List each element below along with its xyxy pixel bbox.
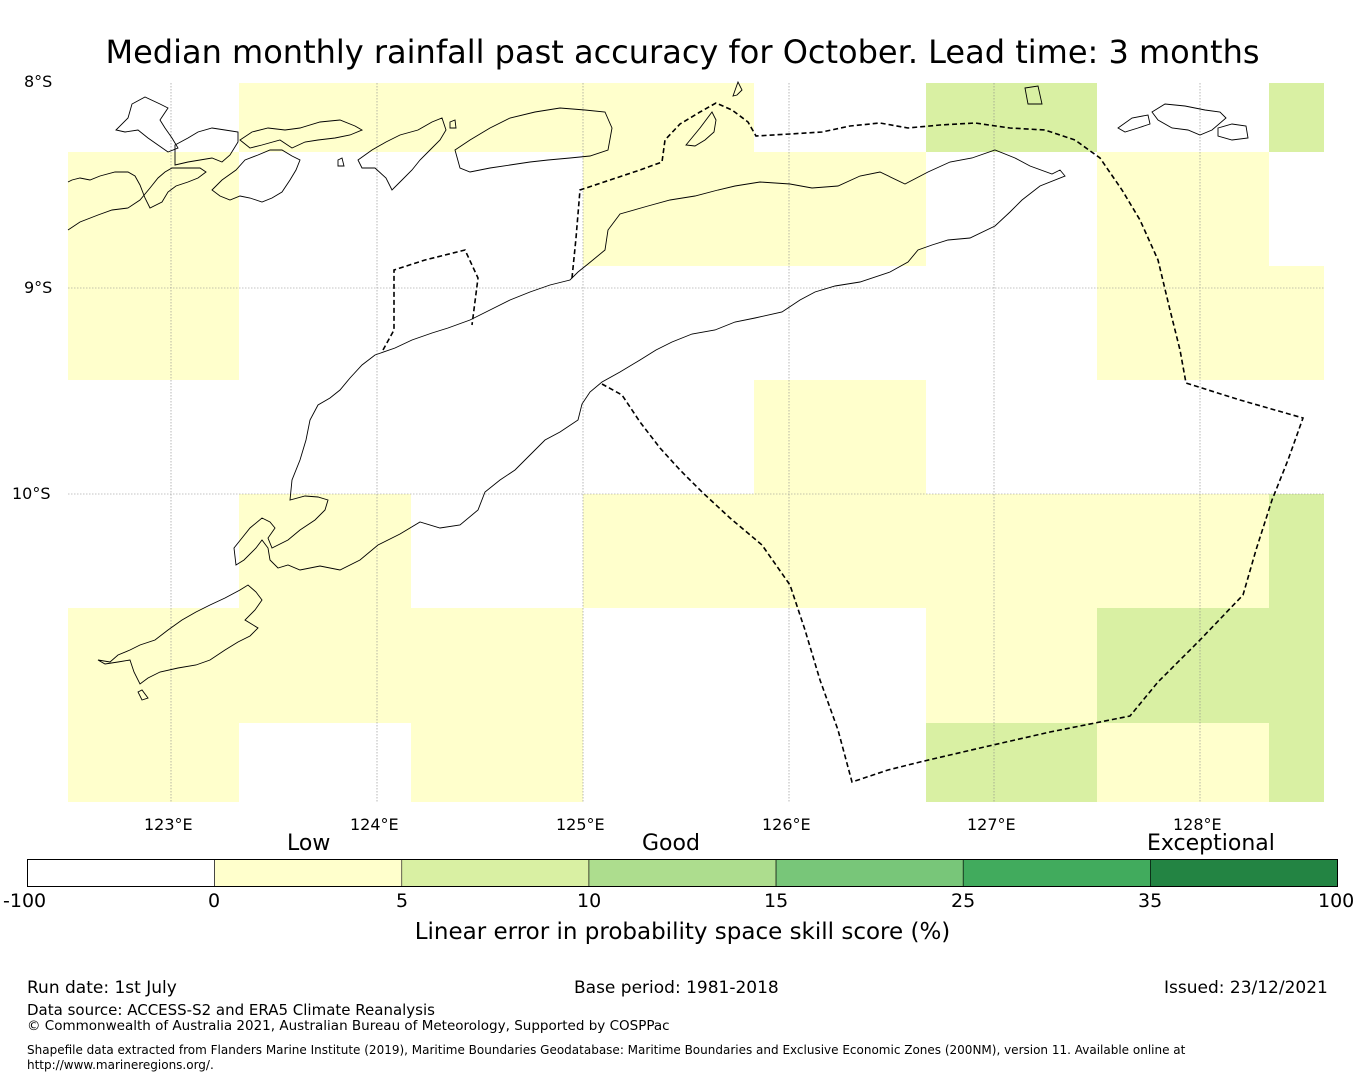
lat-label-9s: 9°S [24,278,53,297]
issued-date: Issued: 23/12/2021 [1164,978,1328,998]
island-wetar-east [454,107,613,173]
north-eez-boundary [571,102,1305,784]
island-flores-east [67,167,207,231]
island-lembata [174,127,239,166]
colorbar-bin [401,859,590,887]
graticule [68,83,1324,802]
run-date: Run date: 1st July [27,978,177,998]
colorbar-bin [775,859,964,887]
island-wetar [357,117,447,191]
lat-label-8s: 8°S [24,72,53,91]
colorbar-bin [962,859,1151,887]
island-solor [115,96,179,153]
colorbar-tick-minus100: -100 [3,890,47,912]
data-source: Data source: ACCESS-S2 and ERA5 Climate … [27,1001,435,1019]
base-period: Base period: 1981-2018 [574,978,779,998]
island-small-3 [732,80,743,97]
colorbar-label: Linear error in probability space skill … [414,919,951,945]
good-skill-cells [926,83,1324,802]
colorbar-bin [214,859,403,887]
low-skill-cells [68,83,1324,802]
island-moa [1151,103,1227,136]
map-title: Median monthly rainfall past accuracy fo… [105,33,1260,71]
lon-label-125e: 125°E [556,815,605,834]
colorbar-bin [1150,859,1338,887]
island-small-2 [449,119,457,129]
colorbar-tick-15: 15 [764,890,789,912]
colorbar-bin [27,859,215,887]
lat-label-10s: 10°S [12,484,51,503]
copyright: © Commonwealth of Australia 2021, Austra… [27,1018,670,1034]
lon-label-123e: 123°E [144,815,193,834]
lon-label-128e: 128°E [1173,815,1222,834]
oecusse-boundary [382,249,479,351]
maritime-boundaries [382,102,1305,784]
island-leti [1117,114,1151,133]
colorbar [27,859,1338,887]
island-atauro [685,111,717,147]
colorbar-tick-0: 0 [208,890,221,912]
shapefile-credit-line2: http://www.marineregions.org/. [27,1058,214,1072]
skill-grid [68,83,1324,802]
colorbar-category-exceptional: Exceptional [1147,831,1275,856]
colorbar-tick-10: 10 [577,890,602,912]
island-pantar [211,149,301,203]
island-small-1 [337,157,345,167]
island-ndao [137,689,149,701]
island-kisar [1024,85,1043,105]
colorbar-bin [588,859,777,887]
colorbar-tick-5: 5 [396,890,409,912]
colorbar-tick-35: 35 [1138,890,1163,912]
colorbar-tick-25: 25 [951,890,976,912]
lon-label-126e: 126°E [762,815,811,834]
colorbar-category-low: Low [287,831,331,856]
shapefile-credit-line1: Shapefile data extracted from Flanders M… [27,1043,1186,1057]
colorbar-tick-100: 100 [1318,890,1355,912]
island-alor [239,119,364,149]
island-timor [233,149,1066,571]
colorbar-category-good: Good [642,831,700,856]
lon-label-124e: 124°E [350,815,399,834]
coastlines [67,80,1249,701]
lon-label-127e: 127°E [967,815,1016,834]
island-rote [97,584,263,685]
island-lakor [1217,123,1249,141]
